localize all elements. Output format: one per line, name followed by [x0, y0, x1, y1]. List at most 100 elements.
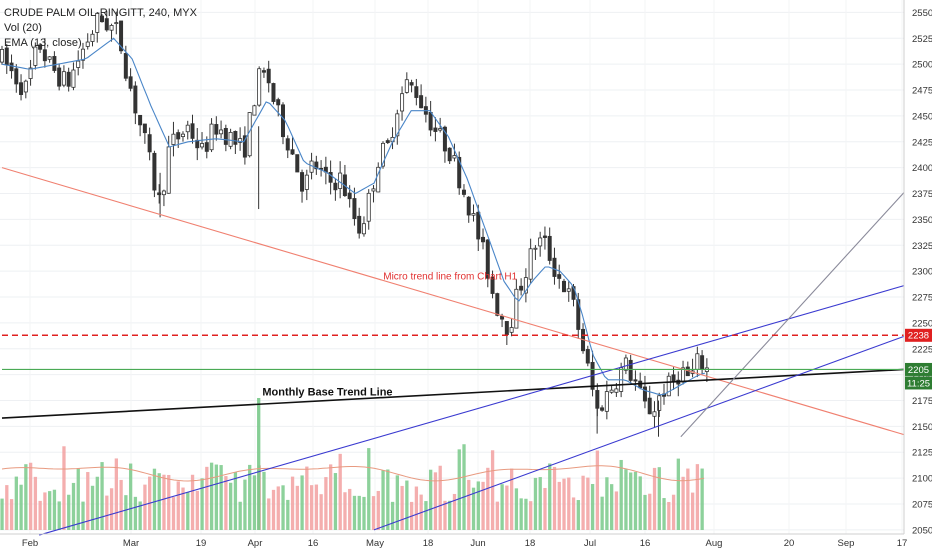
candle-body: [547, 235, 552, 261]
volume-bar: [290, 476, 295, 530]
candle-body: [271, 83, 276, 102]
candle-body: [557, 274, 562, 279]
volume-bar: [590, 483, 595, 530]
volume-bar: [438, 465, 442, 530]
candle-body: [666, 375, 671, 397]
time-tick-label: 17: [897, 538, 908, 549]
candle-body: [481, 236, 486, 243]
candle-body: [47, 56, 52, 60]
volume-bar: [38, 500, 42, 530]
volume-bar: [571, 497, 576, 530]
volume-bar: [633, 471, 638, 530]
volume-bar: [429, 469, 433, 530]
volume-bar: [19, 484, 23, 530]
time-axis[interactable]: Feb Mar 19 Apr 16 May 18 Jun 18 Jul 16 Aug 20 Sep 17: [22, 538, 907, 549]
candle-body: [52, 56, 57, 71]
candle-body: [14, 68, 19, 85]
volume-bar: [109, 488, 114, 530]
candle-body: [123, 53, 128, 79]
volume-bar: [90, 485, 95, 530]
price-tick-label: 2125: [912, 448, 932, 459]
candle-body: [366, 192, 371, 222]
candle-body: [514, 288, 519, 329]
volume-bar: [257, 398, 261, 530]
price-tick-label: 2425: [912, 137, 932, 148]
volume-bar: [5, 485, 9, 530]
candle-body: [147, 134, 152, 153]
volume-bar: [181, 487, 185, 530]
time-badge-bg: [905, 376, 932, 390]
volume-bar: [286, 499, 290, 530]
volume-bar: [605, 477, 609, 530]
candle-body: [542, 235, 547, 238]
volume-bar: [538, 477, 542, 530]
time-tick-label: Apr: [248, 538, 263, 549]
volume-bar: [581, 475, 585, 530]
volume-bar: [276, 486, 280, 530]
volume-bar: [610, 484, 614, 530]
legend-ema[interactable]: EMA (13, close): [4, 37, 82, 49]
time-tick-label: 18: [525, 538, 536, 549]
volume-bar: [238, 501, 242, 530]
volume-bar: [100, 462, 104, 530]
candle-body: [119, 20, 124, 52]
candle-body: [290, 149, 295, 155]
volume-bar: [157, 473, 161, 530]
candle-body: [642, 386, 647, 402]
volume-bar: [190, 474, 195, 530]
candle-body: [600, 407, 605, 411]
price-tick-label: 2325: [912, 241, 932, 252]
candle-body: [76, 60, 81, 68]
volume-bar: [462, 444, 466, 530]
legend-volume[interactable]: Vol (20): [4, 22, 42, 34]
price-axis[interactable]: 2050207521002125215021752200222522502275…: [912, 8, 932, 536]
volume-bar: [390, 501, 395, 530]
candle-body: [57, 67, 62, 87]
volume-bar: [81, 501, 85, 530]
price-tick-label: 2175: [912, 396, 932, 407]
candle-body: [347, 192, 352, 200]
candle-body: [80, 48, 85, 61]
candle-body: [42, 49, 47, 62]
volume-bar: [186, 492, 190, 530]
candle-body: [490, 276, 495, 294]
candle-body: [633, 379, 638, 382]
volume-bar: [362, 496, 366, 530]
candle-body: [138, 114, 143, 126]
candle-body: [461, 189, 466, 195]
time-tick-label: 16: [640, 538, 651, 549]
legend-symbol[interactable]: CRUDE PALM OIL-RINGITT, 240, MYX: [4, 7, 197, 19]
volume-bar: [319, 494, 323, 530]
time-tick-label: 19: [196, 538, 207, 549]
candle-body: [328, 172, 333, 183]
candle-body: [657, 395, 662, 411]
candle-body: [400, 93, 405, 112]
candle-body: [623, 357, 628, 371]
volume-bar: [695, 464, 700, 530]
volume-bar: [262, 471, 266, 530]
volume-bar: [552, 466, 557, 530]
volume-bar: [76, 468, 80, 530]
candle-body: [228, 131, 233, 147]
volume-bar: [619, 459, 623, 530]
volume-ma-line: [1, 465, 705, 482]
candle-body: [95, 13, 100, 33]
candle-body: [214, 124, 219, 135]
volume-bar: [176, 481, 180, 530]
candle-body: [176, 132, 181, 140]
resistance-price-badge-bg: [905, 328, 932, 342]
volume-bar: [681, 476, 685, 530]
volume-bar: [490, 450, 495, 530]
candle-body: [552, 257, 557, 277]
candle-body: [495, 293, 500, 316]
candle-body: [285, 138, 290, 151]
volume-bar: [433, 472, 438, 530]
candle-body: [104, 18, 109, 31]
price-tick-label: 2475: [912, 86, 932, 97]
candle-body: [142, 123, 147, 134]
candle-body: [614, 388, 619, 393]
price-tick-label: 2500: [912, 60, 932, 71]
volume-bar: [376, 490, 380, 530]
volume-bar: [343, 492, 347, 530]
